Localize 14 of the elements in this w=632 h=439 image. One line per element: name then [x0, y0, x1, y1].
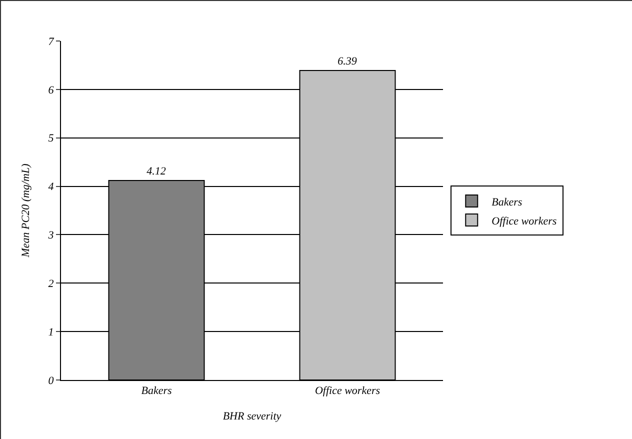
y-tick-label: 7 — [48, 36, 54, 48]
y-tick-label: 4 — [48, 181, 54, 194]
legend-label: Office workers — [492, 215, 557, 228]
y-tick-label: 2 — [48, 278, 54, 290]
x-axis-title: BHR severity — [222, 410, 282, 422]
y-tick-label: 1 — [48, 326, 54, 338]
data-label: 4.12 — [146, 165, 166, 178]
legend-label: Bakers — [492, 196, 522, 208]
data-label: 6.39 — [338, 56, 358, 68]
y-tick-label: 5 — [48, 132, 54, 145]
y-tick-label: 0 — [48, 374, 54, 387]
y-tick-label: 3 — [47, 230, 54, 242]
y-axis-title: Mean PC20 (mg/mL) — [20, 163, 32, 258]
y-tick-label: 6 — [48, 84, 54, 96]
